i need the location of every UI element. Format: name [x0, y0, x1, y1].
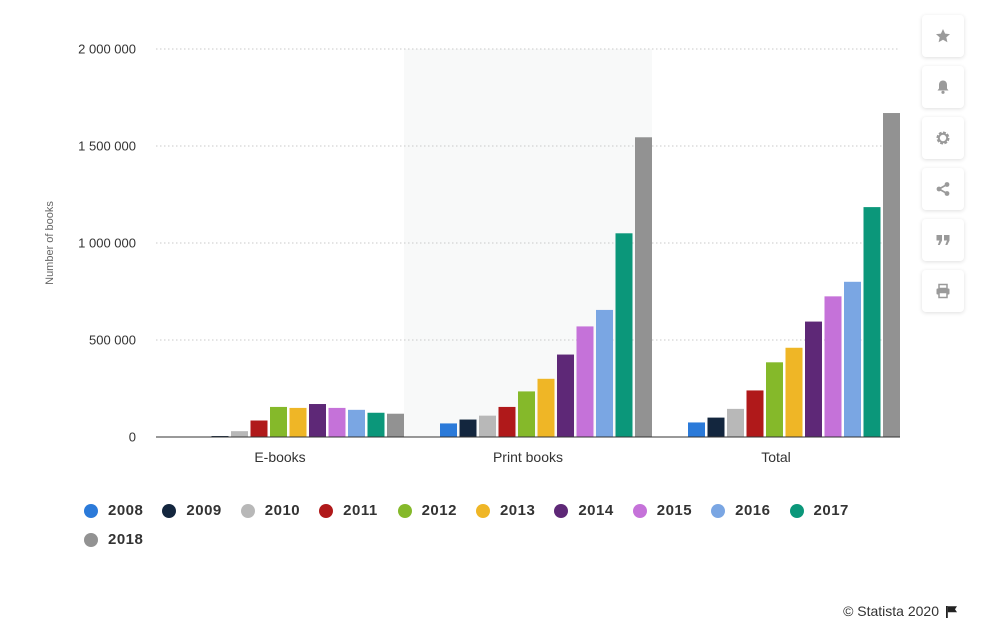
legend-marker	[711, 503, 726, 518]
y-tick-label: 2 000 000	[78, 42, 136, 57]
legend-label: 2010	[264, 502, 301, 519]
settings-button[interactable]	[922, 117, 964, 159]
legend-label: 2013	[499, 502, 536, 519]
bars	[192, 113, 900, 438]
bar-2010-total[interactable]	[727, 408, 744, 437]
legend-label: 2012	[421, 502, 457, 519]
legend-item-2015[interactable]: 2015	[632, 496, 711, 525]
bar-2011-print-books[interactable]	[498, 406, 516, 437]
legend-item-2010[interactable]: 2010	[240, 496, 319, 525]
print-button[interactable]	[922, 270, 964, 312]
bar-2012-total[interactable]	[766, 362, 783, 437]
bell-icon	[937, 80, 949, 94]
favorite-button[interactable]	[922, 15, 964, 57]
legend-marker	[554, 503, 569, 518]
x-tick-label: E-books	[254, 449, 305, 465]
grid-lines	[156, 48, 900, 341]
bar-2016-print-books[interactable]	[596, 309, 613, 437]
legend-marker	[162, 503, 177, 518]
statista-credit[interactable]: © Statista 2020	[843, 603, 958, 619]
bar-2016-e-books[interactable]	[348, 409, 365, 437]
bar-2013-print-books[interactable]	[537, 378, 555, 437]
printer-icon	[936, 283, 950, 299]
bar-2015-print-books[interactable]	[576, 326, 594, 437]
legend-item-2011[interactable]: 2011	[319, 496, 397, 525]
star-icon	[936, 29, 950, 43]
legend-item-2012[interactable]: 2012	[397, 496, 476, 525]
legend-item-2016[interactable]: 2016	[711, 496, 789, 525]
legend-marker	[84, 503, 98, 518]
bar-2011-e-books[interactable]	[250, 420, 268, 437]
legend-label: 2018	[108, 531, 144, 548]
legend-item-2008[interactable]: 2008	[84, 496, 162, 525]
credit-text: © Statista 2020	[843, 603, 939, 619]
notification-button[interactable]	[922, 66, 964, 108]
bar-2017-print-books[interactable]	[615, 233, 633, 437]
share-button[interactable]	[922, 168, 964, 210]
legend-label: 2016	[735, 502, 771, 519]
y-tick-label: 1 000 000	[78, 236, 136, 251]
bar-2014-total[interactable]	[805, 321, 822, 437]
legend-marker	[397, 503, 412, 518]
bar-2012-e-books[interactable]	[270, 406, 287, 437]
legend-item-2017[interactable]: 2017	[789, 496, 868, 525]
y-tick-label: 1 500 000	[78, 139, 136, 154]
quote-icon	[936, 235, 950, 245]
legend-label: 2015	[656, 502, 693, 519]
bar-2010-e-books[interactable]	[231, 431, 248, 437]
bar-2017-e-books[interactable]	[367, 412, 385, 437]
bar-2010-print-books[interactable]	[479, 415, 496, 437]
legend-marker	[319, 503, 334, 518]
share-icon	[936, 182, 950, 196]
bar-2016-total[interactable]	[844, 281, 861, 437]
y-axis-title: Number of books	[44, 201, 56, 285]
legend-label: 2011	[343, 502, 378, 519]
legend-marker	[632, 503, 647, 518]
bar-2013-total[interactable]	[785, 347, 803, 437]
bar-2011-total[interactable]	[746, 390, 764, 437]
bar-2014-print-books[interactable]	[557, 354, 574, 437]
bar-2018-e-books[interactable]	[387, 413, 404, 437]
legend-label: 2014	[578, 502, 614, 519]
legend-marker	[475, 503, 490, 518]
legend-marker	[84, 532, 98, 547]
legend-label: 2017	[813, 502, 849, 519]
bar-2018-print-books[interactable]	[635, 137, 652, 437]
x-tick-label: Total	[761, 449, 791, 465]
bar-2012-print-books[interactable]	[518, 391, 535, 437]
legend: 2008 2009 2010 2011 2012 2013 2014 2015 2016 2017…	[84, 496, 874, 554]
bar-2017-total[interactable]	[863, 207, 881, 437]
legend-item-2009[interactable]: 2009	[162, 496, 240, 525]
bar-2008-print-books[interactable]	[440, 423, 457, 437]
toolbar	[922, 15, 964, 321]
legend-item-2018[interactable]: 2018	[84, 525, 162, 554]
bar-2009-print-books[interactable]	[459, 419, 477, 437]
flag-icon	[946, 605, 957, 618]
bar-2013-e-books[interactable]	[289, 407, 307, 437]
legend-label: 2009	[186, 502, 222, 519]
gear-icon	[936, 131, 950, 145]
bar-2018-total[interactable]	[883, 113, 900, 438]
legend-marker	[240, 503, 255, 518]
legend-item-2013[interactable]: 2013	[475, 496, 554, 525]
bar-2015-e-books[interactable]	[328, 407, 346, 437]
bar-2009-total[interactable]	[707, 417, 725, 437]
legend-label: 2008	[108, 502, 144, 519]
legend-item-2014[interactable]: 2014	[554, 496, 632, 525]
category-labels: E-books Print books Total	[254, 449, 790, 465]
cite-button[interactable]	[922, 219, 964, 261]
y-tick-label: 500 000	[89, 333, 136, 348]
legend-marker	[789, 503, 804, 518]
bar-2008-total[interactable]	[688, 422, 705, 437]
y-axis-ticks: 0 500 000 1 000 000 1 500 000 2 000 000	[78, 42, 136, 445]
y-tick-label: 0	[129, 430, 136, 445]
bar-2015-total[interactable]	[824, 296, 842, 437]
x-tick-label: Print books	[493, 449, 563, 465]
bar-2014-e-books[interactable]	[309, 404, 326, 437]
